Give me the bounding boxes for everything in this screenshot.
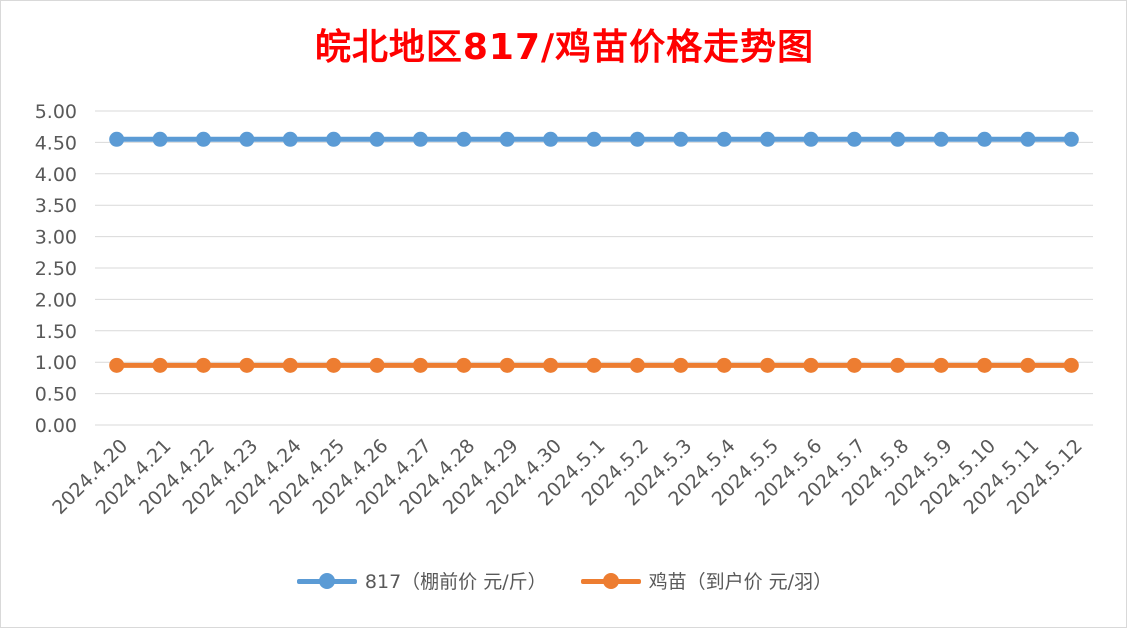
data-point — [109, 357, 125, 373]
data-point — [1063, 131, 1079, 147]
y-tick-label: 0.50 — [35, 384, 77, 406]
data-point — [282, 131, 298, 147]
data-point — [977, 131, 993, 147]
y-tick-label: 1.00 — [35, 352, 77, 374]
data-point — [152, 131, 168, 147]
y-tick-label: 1.50 — [35, 321, 77, 343]
legend-marker-817 — [318, 572, 335, 589]
y-axis-ticks: 0.00 0.50 1.00 1.50 2.00 2.50 3.00 3.50 4.00 4.50… — [35, 101, 77, 437]
data-point — [890, 131, 906, 147]
data-point — [456, 357, 472, 373]
data-point — [846, 357, 862, 373]
legend-label-chick: 鸡苗（到户价 元/羽） — [648, 571, 833, 593]
y-tick-label: 3.00 — [35, 227, 77, 249]
data-point — [412, 131, 428, 147]
y-tick-label: 0.00 — [35, 415, 77, 437]
data-point — [629, 357, 645, 373]
data-point — [152, 357, 168, 373]
data-point — [977, 357, 993, 373]
legend-label-817: 817（棚前价 元/斤） — [364, 571, 547, 593]
data-point — [543, 357, 559, 373]
data-point — [890, 357, 906, 373]
data-point — [1020, 357, 1036, 373]
data-point — [1020, 131, 1036, 147]
data-point — [239, 357, 255, 373]
data-point — [673, 131, 689, 147]
data-point — [195, 131, 211, 147]
data-point — [239, 131, 255, 147]
data-point — [673, 357, 689, 373]
legend: 817（棚前价 元/斤） 鸡苗（到户价 元/羽） — [0, 567, 1129, 594]
series-group — [109, 131, 1079, 373]
y-tick-label: 2.00 — [35, 289, 77, 311]
data-point — [412, 357, 428, 373]
data-point — [369, 357, 385, 373]
data-point — [933, 131, 949, 147]
data-point — [803, 357, 819, 373]
data-point — [326, 357, 342, 373]
data-point — [499, 357, 515, 373]
y-tick-label: 4.00 — [35, 164, 77, 186]
data-point — [109, 131, 125, 147]
y-tick-label: 3.50 — [35, 195, 77, 217]
data-point — [760, 357, 776, 373]
data-point — [282, 357, 298, 373]
data-point — [326, 131, 342, 147]
data-point — [716, 131, 732, 147]
data-point — [499, 131, 515, 147]
y-tick-label: 2.50 — [35, 258, 77, 280]
legend-marker-chick — [602, 572, 619, 589]
legend-item-chick: 鸡苗（到户价 元/羽） — [580, 567, 833, 594]
data-point — [586, 357, 602, 373]
data-point — [803, 131, 819, 147]
legend-swatch-chick — [580, 572, 641, 589]
data-point — [1063, 357, 1079, 373]
data-point — [629, 131, 645, 147]
data-point — [716, 357, 732, 373]
data-point — [195, 357, 211, 373]
data-point — [760, 131, 776, 147]
legend-item-817: 817（棚前价 元/斤） — [296, 567, 547, 594]
data-point — [543, 131, 559, 147]
y-tick-label: 5.00 — [35, 101, 77, 123]
data-point — [933, 357, 949, 373]
data-point — [846, 131, 862, 147]
data-point — [369, 131, 385, 147]
gridlines — [95, 110, 1093, 426]
data-point — [456, 131, 472, 147]
y-tick-label: 4.50 — [35, 132, 77, 154]
chart-title: 皖北地区817/鸡苗价格走势图 — [314, 27, 815, 68]
legend-swatch-817 — [296, 572, 357, 589]
x-axis-ticks: 2024.4.202024.4.212024.4.222024.4.232024… — [48, 435, 1087, 519]
data-point — [586, 131, 602, 147]
